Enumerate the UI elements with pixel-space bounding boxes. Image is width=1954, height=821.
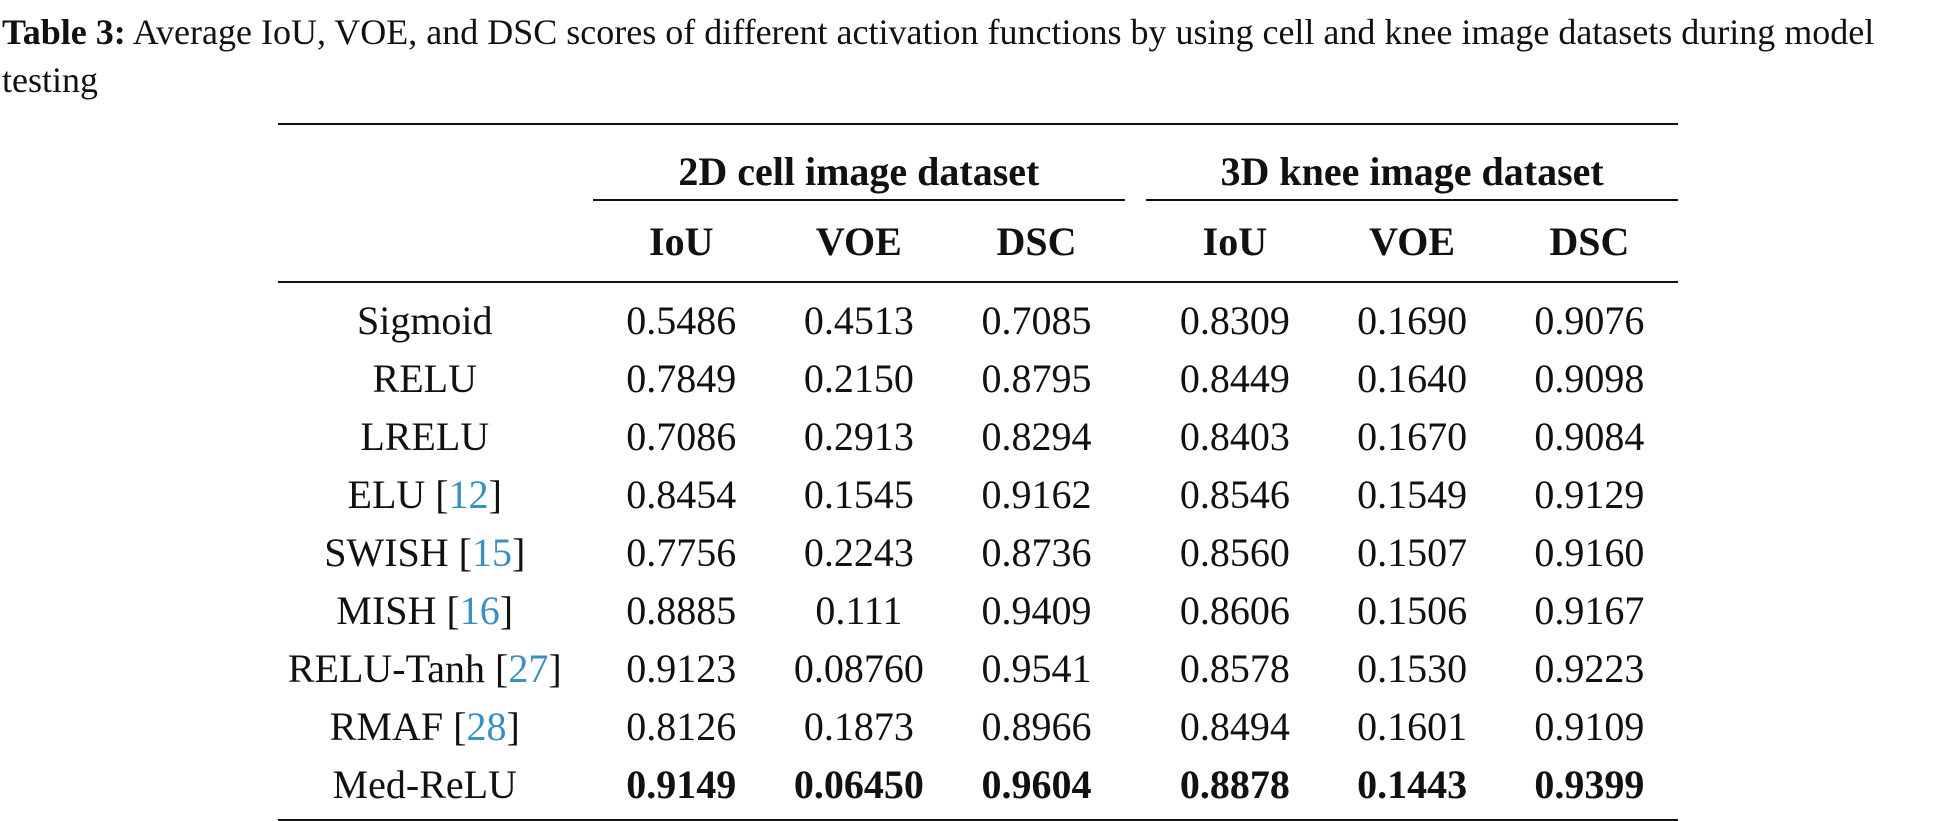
- row-label: MISH [16]: [336, 587, 514, 633]
- row-label: LRELU: [278, 407, 572, 465]
- table-cell: 0.111: [815, 587, 903, 633]
- column-header: DSC: [1549, 218, 1630, 264]
- table-cell: 0.9162: [981, 471, 1092, 517]
- table-cell: 0.9109: [1534, 703, 1645, 749]
- row-label: Sigmoid: [278, 283, 572, 349]
- table-cell: 0.8736: [981, 529, 1092, 575]
- caption-text: Average IoU, VOE, and DSC scores of diff…: [2, 12, 1875, 100]
- table-cell: 0.2150: [803, 355, 914, 401]
- table-cell: 0.8294: [981, 413, 1092, 459]
- table-cell: 0.8560: [1179, 529, 1290, 575]
- table-cell: 0.8454: [626, 471, 737, 517]
- column-header: IoU: [1202, 218, 1268, 264]
- table-cell: 0.9409: [981, 587, 1092, 633]
- column-header: IoU: [649, 218, 714, 264]
- table-row: LRELU 0.7086 0.2913 0.8294 0.8403 0.1670 0.908…: [278, 407, 1678, 465]
- group-header-cell: 2D cell image dataset: [678, 149, 1040, 194]
- table-row: SWISH [15] 0.7756 0.2243 0.8736 0.8560 0.1507…: [278, 523, 1678, 581]
- table-cell: 0.5486: [626, 297, 737, 343]
- table-cell: 0.8309: [1179, 297, 1290, 343]
- activation-name: RMAF: [329, 703, 444, 749]
- table-cell: 0.1506: [1357, 587, 1468, 633]
- table-cell: 0.9167: [1534, 587, 1645, 633]
- table-cell: 0.8494: [1179, 703, 1290, 749]
- table-cell: 0.9223: [1534, 645, 1645, 691]
- table-cell: 0.8966: [981, 703, 1092, 749]
- table-caption: Table 3: Average IoU, VOE, and DSC score…: [2, 8, 1950, 104]
- activation-name: Med-ReLU: [332, 761, 517, 807]
- table-cell: 0.06450: [769, 755, 948, 821]
- activation-name: ELU: [347, 471, 426, 517]
- table-cell: 0.9123: [626, 645, 737, 691]
- citation-link[interactable]: 12: [448, 471, 489, 517]
- table-cell: 0.1545: [803, 471, 914, 517]
- citation-link[interactable]: 16: [459, 587, 500, 633]
- citation-link[interactable]: 28: [466, 703, 507, 749]
- table-cell: 0.9084: [1534, 413, 1645, 459]
- table-row: RELU-Tanh [27] 0.9123 0.08760 0.9541 0.8578 0…: [278, 639, 1678, 697]
- table-cell: 0.1601: [1357, 703, 1468, 749]
- table-cell: 0.9076: [1534, 297, 1645, 343]
- table-cell: 0.8885: [626, 587, 737, 633]
- table-cell: 0.4513: [803, 297, 914, 343]
- table-row: ELU [12] 0.8454 0.1545 0.9162 0.8546 0.1549 0.…: [278, 465, 1678, 523]
- table-cell: 0.08760: [793, 645, 924, 691]
- table-cell: 0.9098: [1534, 355, 1645, 401]
- table-cell: 0.9399: [1500, 755, 1678, 821]
- activation-name: LRELU: [360, 413, 490, 459]
- table-row: RELU 0.7849 0.2150 0.8795 0.8449 0.1640 0.9098: [278, 349, 1678, 407]
- table-cell: 0.7756: [626, 529, 737, 575]
- table-cell: 0.8449: [1179, 355, 1290, 401]
- group-header-knee: 3D knee image dataset: [1220, 149, 1604, 194]
- row-label: Med-ReLU: [278, 755, 572, 821]
- table-cell: 0.1690: [1357, 297, 1468, 343]
- row-label: SWISH [15]: [324, 529, 526, 575]
- table-cell: 0.7086: [626, 413, 737, 459]
- activation-name: MISH: [336, 587, 437, 633]
- results-table: 2D cell image dataset 3D knee image data…: [278, 123, 1678, 821]
- table-cell: 0.9604: [947, 755, 1126, 821]
- row-label: ELU [12]: [347, 471, 502, 517]
- table-cell: 0.1443: [1323, 755, 1501, 821]
- activation-name: SWISH: [324, 529, 449, 575]
- table-row: MISH [16] 0.8885 0.111 0.9409 0.8606 0.1506 0.…: [278, 581, 1678, 639]
- table-cell: 0.2243: [803, 529, 914, 575]
- activation-name: Sigmoid: [356, 297, 493, 343]
- caption-label: Table 3:: [2, 12, 126, 52]
- table-cell: 0.9541: [981, 645, 1092, 691]
- citation-link[interactable]: 15: [471, 529, 512, 575]
- table-cell: 0.1530: [1357, 645, 1468, 691]
- column-header: VOE: [815, 218, 902, 264]
- table-cell: 0.8126: [626, 703, 737, 749]
- table-cell: 0.1873: [803, 703, 914, 749]
- table-cell: 0.8878: [1146, 755, 1324, 821]
- table-cell: 0.2913: [803, 413, 914, 459]
- column-header: DSC: [996, 218, 1077, 264]
- table-cell: 0.9160: [1534, 529, 1645, 575]
- row-label: RMAF [28]: [329, 703, 520, 749]
- table-row: Med-ReLU 0.9149 0.06450 0.9604 0.8878 0.1443 0…: [278, 755, 1678, 821]
- table-row: Sigmoid 0.5486 0.4513 0.7085 0.8309 0.1690 0.9…: [278, 283, 1678, 349]
- table-cell: 0.1507: [1357, 529, 1468, 575]
- table-cell: 0.1549: [1357, 471, 1468, 517]
- column-header: VOE: [1369, 218, 1456, 264]
- activation-name: RELU-Tanh: [287, 645, 485, 691]
- table-cell: 0.8546: [1179, 471, 1290, 517]
- table-cell: 0.7849: [626, 355, 737, 401]
- table-cell: 0.7085: [981, 297, 1092, 343]
- table-cell: 0.8578: [1179, 645, 1290, 691]
- table-row: RMAF [28] 0.8126 0.1873 0.8966 0.8494 0.1601 0…: [278, 697, 1678, 755]
- table-cell: 0.8606: [1179, 587, 1290, 633]
- table-cell: 0.9129: [1534, 471, 1645, 517]
- table-cell: 0.9149: [592, 755, 770, 821]
- row-label: RELU-Tanh [27]: [287, 645, 562, 691]
- citation-link[interactable]: 27: [508, 645, 549, 691]
- table-cell: 0.1640: [1357, 355, 1468, 401]
- table-cell: 0.8403: [1179, 413, 1290, 459]
- table-cell: 0.1670: [1357, 413, 1468, 459]
- row-label: RELU: [278, 349, 572, 407]
- activation-name: RELU: [372, 355, 477, 401]
- table-cell: 0.8795: [981, 355, 1092, 401]
